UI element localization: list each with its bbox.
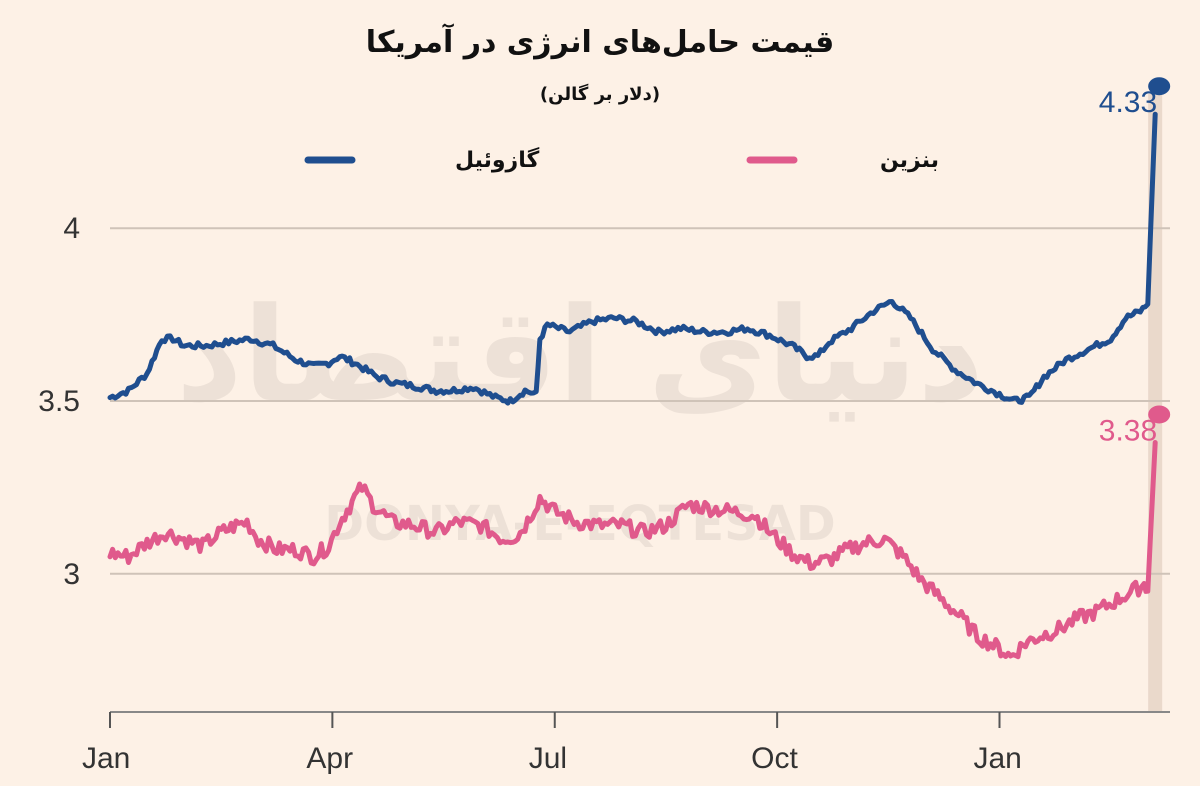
y-tick-label: 3 [63, 558, 80, 591]
end-value-label: 4.33 [1099, 86, 1157, 119]
chart-subtitle: (دلار بر گالن) [540, 83, 660, 105]
series-line-gasoline [107, 440, 1158, 660]
x-tick-label: Jul [529, 742, 567, 775]
legend: گازوئیل بنزین [304, 146, 939, 173]
x-tick-label: Oct [751, 742, 798, 775]
legend-label-gasoline: بنزین [880, 148, 939, 173]
watermark-persian: دنیای اقتصاد [176, 279, 984, 431]
series-group: 4.33 3.38 [107, 77, 1171, 660]
y-tick-label: 4 [63, 212, 80, 245]
end-value-label: 3.38 [1099, 414, 1157, 447]
x-tick-label: Jan [82, 742, 130, 775]
end-marker-gasoline [1148, 405, 1171, 424]
x-tick-label: Jan [974, 742, 1022, 775]
legend-label-diesel: گازوئیل [455, 146, 539, 173]
x-tick-label: Apr [306, 742, 353, 775]
chart-title: قیمت حامل‌های انرژی در آمریکا [366, 23, 834, 60]
series-line-diesel [107, 111, 1158, 406]
x-axis: Jan Apr Jul Oct Jan [82, 711, 1170, 775]
y-axis: 33.54 [38, 212, 80, 591]
end-marker-diesel [1148, 77, 1171, 96]
gridlines [110, 227, 1170, 575]
y-tick-label: 3.5 [38, 385, 80, 418]
